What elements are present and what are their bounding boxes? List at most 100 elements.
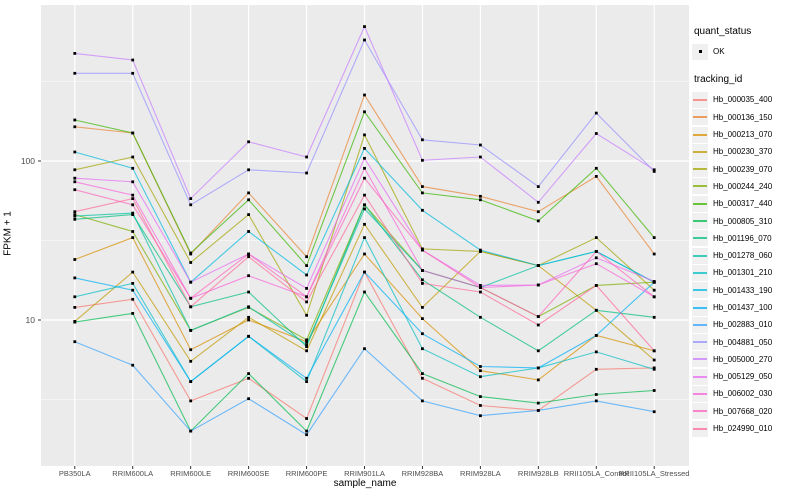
data-point-marker	[536, 219, 540, 223]
data-point-marker	[421, 185, 424, 188]
legend-line-swatch	[693, 410, 707, 413]
legend-entry-label: Hb_000230_370	[713, 147, 773, 157]
data-point-marker	[189, 380, 193, 383]
data-point-marker	[652, 252, 656, 256]
data-point-marker	[594, 399, 598, 403]
legend-title-quant-status: quant_status	[694, 26, 752, 37]
data-point-marker	[131, 230, 135, 233]
data-point-marker	[189, 399, 193, 403]
data-point-marker	[363, 133, 366, 137]
legend-line-swatch	[693, 306, 707, 309]
legend-key-box	[692, 247, 708, 264]
legend-entry-label: Hb_001196_070	[713, 233, 772, 243]
legend-entry-label: Hb_004881_050	[713, 337, 773, 347]
data-point-marker	[479, 404, 482, 407]
data-point-marker	[189, 197, 193, 200]
data-point-marker	[73, 52, 77, 55]
data-point-marker	[73, 168, 77, 172]
data-point-marker	[305, 255, 308, 259]
data-point-marker	[305, 264, 308, 267]
data-point-marker	[421, 248, 424, 252]
legend-entry-label: Hb_006002_030	[713, 389, 773, 399]
legend-key-box	[692, 385, 708, 402]
data-point-marker	[73, 258, 77, 261]
data-point-marker	[652, 349, 656, 353]
legend-entry-label: OK	[713, 47, 725, 57]
data-point-marker	[594, 334, 598, 337]
legend-key-box	[692, 334, 708, 351]
data-point-marker	[189, 429, 193, 433]
data-point-marker	[594, 236, 598, 239]
data-point-marker	[189, 359, 193, 363]
data-point-marker	[73, 180, 77, 184]
data-point-marker	[363, 176, 366, 180]
data-point-marker	[131, 203, 135, 207]
data-point-marker	[479, 155, 482, 159]
data-point-marker	[131, 363, 135, 367]
data-point-marker	[73, 176, 77, 180]
point-marker-icon	[698, 50, 702, 54]
legend-tracking-id-section: tracking_id Hb_000035_400 Hb_000136_150 Hb…	[692, 74, 798, 437]
data-point-marker	[73, 188, 77, 192]
data-point-marker	[247, 290, 250, 294]
data-point-marker	[363, 236, 366, 239]
y-tick-label: 10	[26, 315, 36, 325]
legend-entry-ok: OK	[692, 43, 798, 60]
data-point-marker	[479, 365, 482, 368]
legend-entry-label: Hb_001278_060	[713, 251, 773, 261]
legend-entry-label: Hb_005129_050	[713, 372, 773, 382]
data-point-marker	[479, 286, 482, 289]
legend-entry: Hb_000035_400	[692, 91, 798, 108]
data-point-marker	[305, 429, 308, 433]
data-point-marker	[363, 290, 366, 294]
legend-line-swatch	[693, 341, 707, 344]
legend-entry-label: Hb_007668_020	[713, 406, 773, 416]
legend-entry-label: Hb_005000_270	[713, 354, 773, 364]
legend-line-swatch	[693, 254, 707, 257]
data-point-marker	[594, 262, 598, 266]
legend-entry-label: Hb_024990_010	[713, 424, 773, 434]
legend-entry-label: Hb_000239_070	[713, 164, 773, 174]
data-point-marker	[363, 38, 366, 42]
data-point-marker	[305, 155, 308, 159]
legend-title-tracking-id: tracking_id	[694, 74, 743, 86]
data-point-marker	[131, 180, 135, 184]
x-tick-label: PB350LA	[59, 469, 91, 478]
data-point-marker	[73, 320, 77, 324]
data-point-marker	[421, 158, 424, 162]
data-point-marker	[189, 348, 193, 352]
x-tick-label: RRII105LA_Control	[564, 469, 629, 478]
legend-key-box	[692, 91, 708, 108]
data-point-marker	[479, 194, 482, 198]
data-point-marker	[247, 198, 250, 202]
legend-entry-label: Hb_001301_210	[713, 268, 773, 278]
data-point-marker	[363, 207, 366, 211]
data-point-marker	[536, 315, 540, 318]
legend-entry: Hb_001196_070	[692, 230, 798, 247]
x-axis-title: sample_name	[333, 478, 397, 489]
data-point-marker	[131, 71, 135, 75]
data-point-marker	[189, 329, 193, 332]
data-point-marker	[131, 282, 135, 285]
data-point-marker	[652, 288, 656, 292]
data-point-marker	[73, 295, 77, 299]
legend: quant_status OK tracking_id Hb_000035_40…	[692, 26, 798, 437]
legend-entry: Hb_001278_060	[692, 247, 798, 264]
legend-key-box	[692, 161, 708, 178]
data-point-marker	[247, 140, 250, 144]
data-point-marker	[131, 297, 135, 301]
data-point-marker	[479, 198, 482, 202]
data-point-marker	[305, 273, 308, 277]
data-point-marker	[536, 401, 540, 405]
data-point-marker	[189, 296, 193, 300]
data-point-marker	[305, 295, 308, 299]
data-point-marker	[421, 399, 424, 403]
data-point-marker	[363, 222, 366, 226]
data-point-marker	[131, 193, 135, 197]
data-point-marker	[594, 166, 598, 170]
legend-key-box	[692, 178, 708, 195]
data-point-marker	[131, 58, 135, 62]
legend-line-swatch	[693, 427, 707, 430]
